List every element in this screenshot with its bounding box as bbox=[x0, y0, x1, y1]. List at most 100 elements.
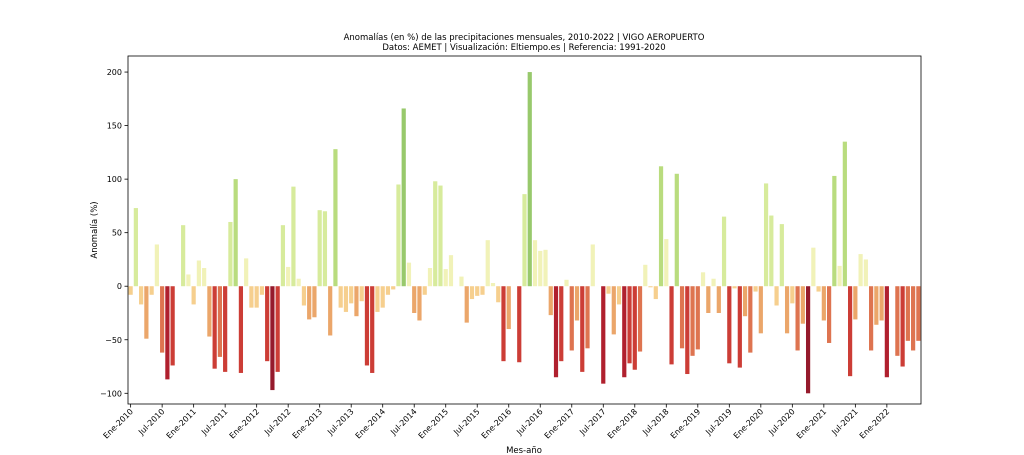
bar bbox=[627, 286, 632, 364]
bar bbox=[233, 179, 238, 287]
bar bbox=[485, 240, 490, 287]
bar bbox=[842, 141, 847, 287]
bar bbox=[349, 286, 354, 304]
x-tick-label: Jul-2016 bbox=[514, 407, 544, 437]
bar bbox=[254, 286, 259, 308]
bar bbox=[128, 286, 133, 295]
y-axis-label: Anomalía (%) bbox=[90, 201, 100, 258]
bar bbox=[422, 286, 427, 295]
bar bbox=[280, 225, 286, 287]
bar bbox=[317, 210, 322, 287]
bar bbox=[307, 286, 312, 320]
bar bbox=[742, 286, 748, 317]
chart-title: Anomalías (en %) de las precipitaciones … bbox=[344, 33, 705, 43]
y-axis: −100 −50 0 50 100 150 200 bbox=[100, 68, 128, 398]
plot-frame bbox=[127, 55, 922, 405]
bar bbox=[370, 286, 375, 373]
bar bbox=[658, 166, 664, 287]
x-tick-label: Jul-2014 bbox=[388, 407, 418, 437]
bar bbox=[249, 286, 254, 308]
bar bbox=[816, 286, 821, 292]
bar bbox=[496, 286, 501, 303]
bar bbox=[884, 286, 889, 378]
bar bbox=[527, 72, 532, 287]
x-tick-label: Ene-2011 bbox=[165, 407, 198, 440]
bar bbox=[354, 286, 359, 317]
x-tick-label: Ene-2015 bbox=[417, 407, 450, 440]
bar bbox=[301, 286, 307, 306]
bar bbox=[800, 286, 805, 324]
bar bbox=[559, 286, 564, 362]
bar bbox=[417, 286, 422, 321]
bar bbox=[700, 272, 706, 287]
bar bbox=[869, 286, 874, 351]
bar bbox=[895, 286, 900, 356]
bar bbox=[296, 278, 301, 287]
bar bbox=[532, 240, 538, 287]
bar bbox=[601, 286, 606, 384]
x-tick-label: Ene-2012 bbox=[228, 407, 261, 440]
x-tick-label: Jul-2019 bbox=[703, 407, 733, 437]
bar bbox=[391, 286, 396, 290]
x-tick-label: Jul-2018 bbox=[640, 407, 670, 437]
bar bbox=[259, 286, 265, 295]
bar bbox=[406, 262, 412, 287]
bar bbox=[790, 286, 795, 304]
x-tick-label: Jul-2011 bbox=[199, 407, 229, 437]
bar bbox=[811, 247, 816, 287]
bars-group bbox=[128, 72, 921, 394]
bar bbox=[517, 286, 522, 363]
bar bbox=[637, 286, 643, 352]
bar bbox=[721, 216, 727, 287]
bar bbox=[616, 286, 622, 305]
bar bbox=[338, 286, 343, 308]
bar bbox=[805, 286, 811, 394]
bar bbox=[275, 286, 280, 372]
bar bbox=[165, 286, 170, 380]
bar bbox=[328, 286, 333, 336]
bar bbox=[464, 286, 469, 323]
bar bbox=[569, 286, 574, 351]
bar bbox=[217, 286, 222, 357]
bar bbox=[181, 225, 186, 287]
bar bbox=[679, 286, 685, 349]
bar bbox=[711, 278, 716, 287]
bar bbox=[574, 286, 580, 321]
bar bbox=[848, 286, 853, 377]
x-tick-label: Ene-2019 bbox=[669, 407, 702, 440]
bar bbox=[879, 286, 884, 321]
bar bbox=[653, 286, 658, 300]
bar bbox=[543, 249, 548, 287]
bar bbox=[832, 175, 837, 287]
bar bbox=[674, 173, 679, 287]
x-tick-label: Jul-2015 bbox=[451, 407, 481, 437]
bar bbox=[270, 286, 275, 391]
bar bbox=[900, 286, 905, 367]
x-tick-label: Ene-2016 bbox=[480, 407, 513, 440]
bar bbox=[469, 286, 475, 300]
bar bbox=[874, 286, 879, 325]
bar bbox=[433, 181, 438, 287]
bar bbox=[160, 286, 165, 353]
y-tick-label: −100 bbox=[100, 389, 122, 398]
bar bbox=[459, 276, 464, 287]
x-tick-label: Ene-2021 bbox=[795, 407, 828, 440]
bar bbox=[564, 279, 569, 287]
bar bbox=[779, 224, 784, 287]
x-tick-label: Jul-2013 bbox=[325, 407, 355, 437]
bar bbox=[506, 286, 511, 330]
bar bbox=[238, 286, 244, 373]
bar bbox=[737, 286, 742, 368]
bar bbox=[784, 286, 790, 334]
bar bbox=[690, 286, 695, 356]
bar bbox=[763, 183, 769, 287]
bar bbox=[732, 286, 737, 289]
bar bbox=[196, 260, 201, 287]
bar bbox=[133, 208, 138, 287]
bar bbox=[364, 286, 370, 366]
bar bbox=[548, 286, 553, 316]
bar bbox=[291, 186, 296, 287]
bar bbox=[622, 286, 627, 378]
bar bbox=[795, 286, 800, 351]
